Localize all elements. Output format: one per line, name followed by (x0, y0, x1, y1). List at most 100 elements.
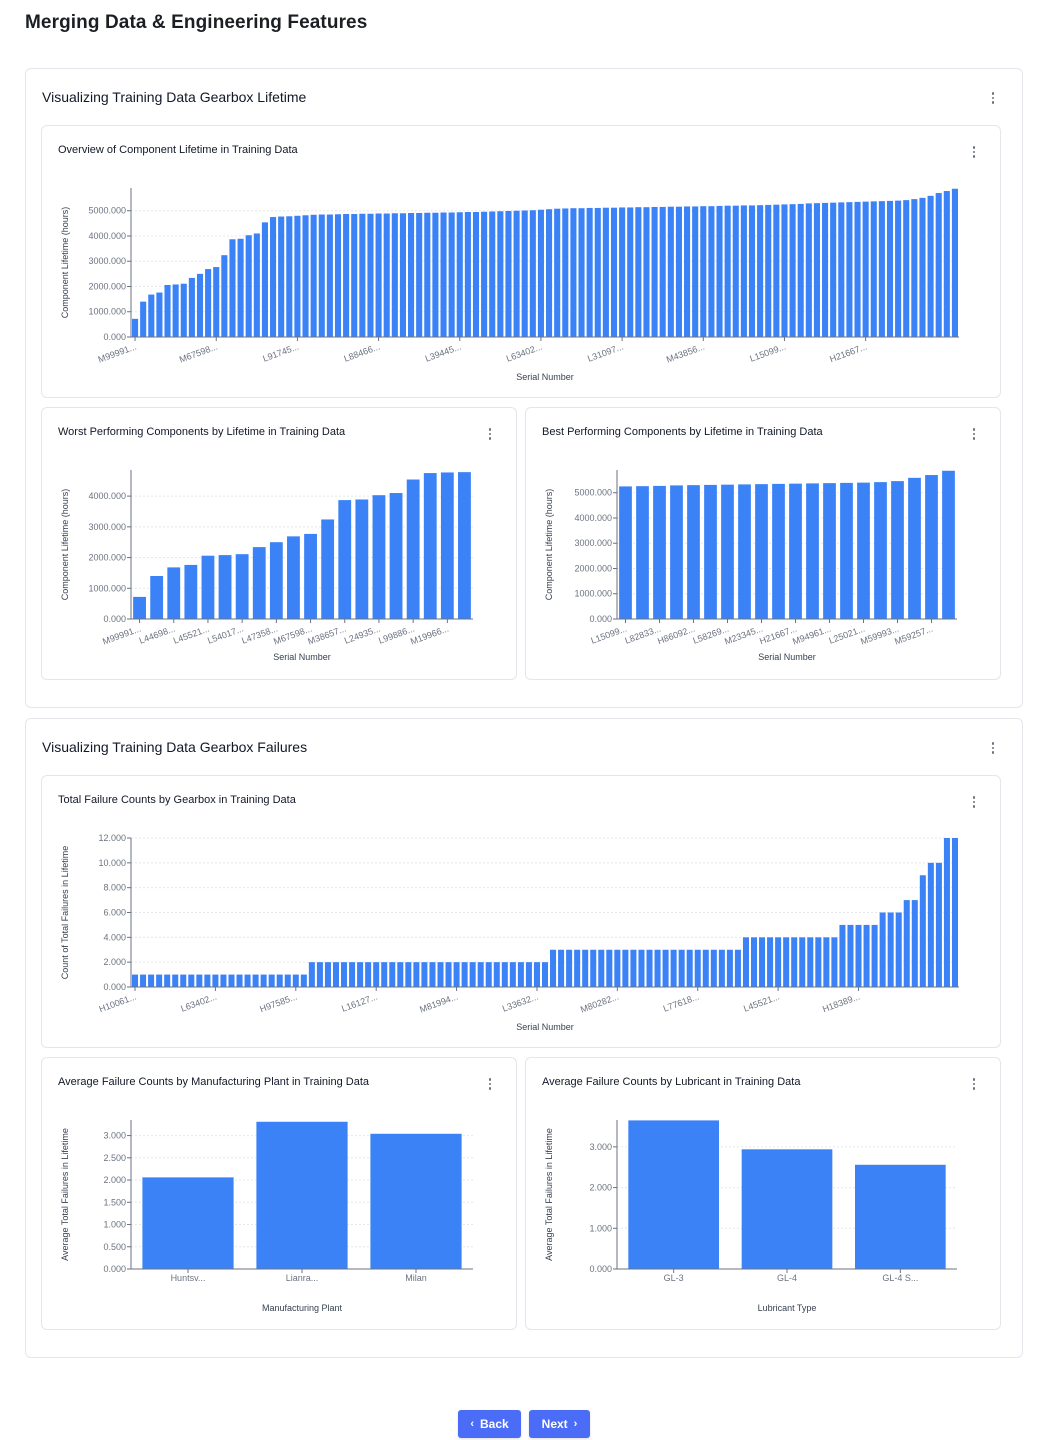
bar[interactable] (659, 206, 666, 337)
bar[interactable] (256, 1121, 348, 1269)
bar[interactable] (237, 238, 244, 337)
bar[interactable] (172, 284, 179, 337)
bar[interactable] (807, 937, 814, 987)
bar[interactable] (180, 974, 187, 987)
bar[interactable] (184, 564, 198, 619)
bar[interactable] (759, 937, 766, 987)
bar[interactable] (472, 211, 480, 337)
bar[interactable] (903, 200, 910, 337)
bar[interactable] (304, 533, 317, 619)
bar[interactable] (550, 949, 557, 987)
bar[interactable] (445, 962, 452, 987)
bar[interactable] (413, 962, 420, 987)
bar[interactable] (855, 924, 862, 987)
card-overview-menu-icon[interactable] (967, 145, 981, 159)
bar[interactable] (903, 900, 910, 987)
bar[interactable] (765, 204, 772, 337)
bar[interactable] (373, 962, 380, 987)
bar[interactable] (755, 484, 768, 619)
bar[interactable] (895, 200, 902, 337)
bar[interactable] (245, 235, 252, 337)
bar[interactable] (789, 204, 796, 337)
bar[interactable] (355, 499, 369, 619)
bar[interactable] (847, 924, 854, 987)
bar[interactable] (628, 1120, 719, 1269)
bar[interactable] (871, 924, 878, 987)
bar[interactable] (781, 204, 788, 337)
bar[interactable] (485, 962, 492, 987)
bar[interactable] (670, 949, 677, 987)
bar[interactable] (716, 205, 723, 337)
bar[interactable] (308, 962, 315, 987)
card-lubricant-menu-icon[interactable] (967, 1077, 981, 1091)
bar[interactable] (302, 215, 309, 337)
bar[interactable] (643, 207, 650, 337)
bar[interactable] (630, 949, 637, 987)
bar[interactable] (886, 200, 894, 337)
bar[interactable] (389, 962, 396, 987)
bar[interactable] (150, 575, 164, 619)
bar[interactable] (235, 554, 249, 619)
bar[interactable] (879, 912, 886, 988)
bar[interactable] (537, 209, 544, 337)
bar[interactable] (586, 207, 593, 337)
bar[interactable] (440, 212, 447, 337)
bar[interactable] (598, 949, 605, 987)
card-plant-menu-icon[interactable] (483, 1077, 497, 1091)
bar[interactable] (167, 567, 181, 619)
bar[interactable] (497, 211, 504, 337)
bar[interactable] (741, 1149, 833, 1269)
bar[interactable] (700, 206, 707, 337)
bar[interactable] (919, 875, 926, 987)
bar[interactable] (244, 974, 251, 987)
bar[interactable] (738, 484, 751, 619)
bar[interactable] (324, 962, 331, 987)
bar[interactable] (437, 962, 444, 987)
bar[interactable] (773, 204, 780, 337)
bar[interactable] (533, 962, 540, 987)
bar[interactable] (815, 937, 822, 987)
bar[interactable] (590, 949, 597, 987)
bar[interactable] (702, 949, 709, 987)
bar[interactable] (260, 974, 267, 987)
bar[interactable] (521, 210, 528, 337)
bar[interactable] (375, 213, 382, 337)
bar[interactable] (862, 201, 869, 337)
bar[interactable] (622, 949, 629, 987)
bar[interactable] (196, 273, 204, 337)
bar[interactable] (332, 962, 340, 987)
bar[interactable] (566, 949, 573, 987)
bar[interactable] (927, 195, 934, 337)
bar[interactable] (558, 949, 565, 987)
bar[interactable] (687, 485, 700, 619)
bar[interactable] (748, 205, 756, 337)
bar[interactable] (667, 206, 674, 337)
bar[interactable] (383, 213, 390, 337)
bar[interactable] (529, 210, 536, 337)
bar[interactable] (813, 203, 820, 337)
bar[interactable] (416, 213, 423, 337)
bar[interactable] (878, 201, 885, 337)
bar[interactable] (221, 255, 228, 337)
bar[interactable] (662, 949, 669, 987)
bar[interactable] (261, 222, 268, 337)
bar[interactable] (911, 199, 918, 337)
bar[interactable] (505, 210, 512, 337)
bar[interactable] (469, 962, 476, 987)
bar[interactable] (188, 974, 195, 987)
bar[interactable] (636, 486, 649, 619)
bar[interactable] (726, 949, 733, 987)
bar[interactable] (453, 962, 460, 987)
bar[interactable] (268, 974, 275, 987)
bar[interactable] (692, 206, 699, 337)
bar[interactable] (132, 318, 139, 337)
bar[interactable] (740, 205, 747, 337)
bar[interactable] (594, 207, 601, 337)
bar[interactable] (943, 838, 950, 987)
bar[interactable] (839, 924, 846, 987)
bar[interactable] (218, 555, 232, 619)
bar[interactable] (461, 962, 468, 987)
bar[interactable] (895, 912, 902, 988)
bar[interactable] (201, 555, 215, 619)
bar[interactable] (236, 974, 243, 987)
